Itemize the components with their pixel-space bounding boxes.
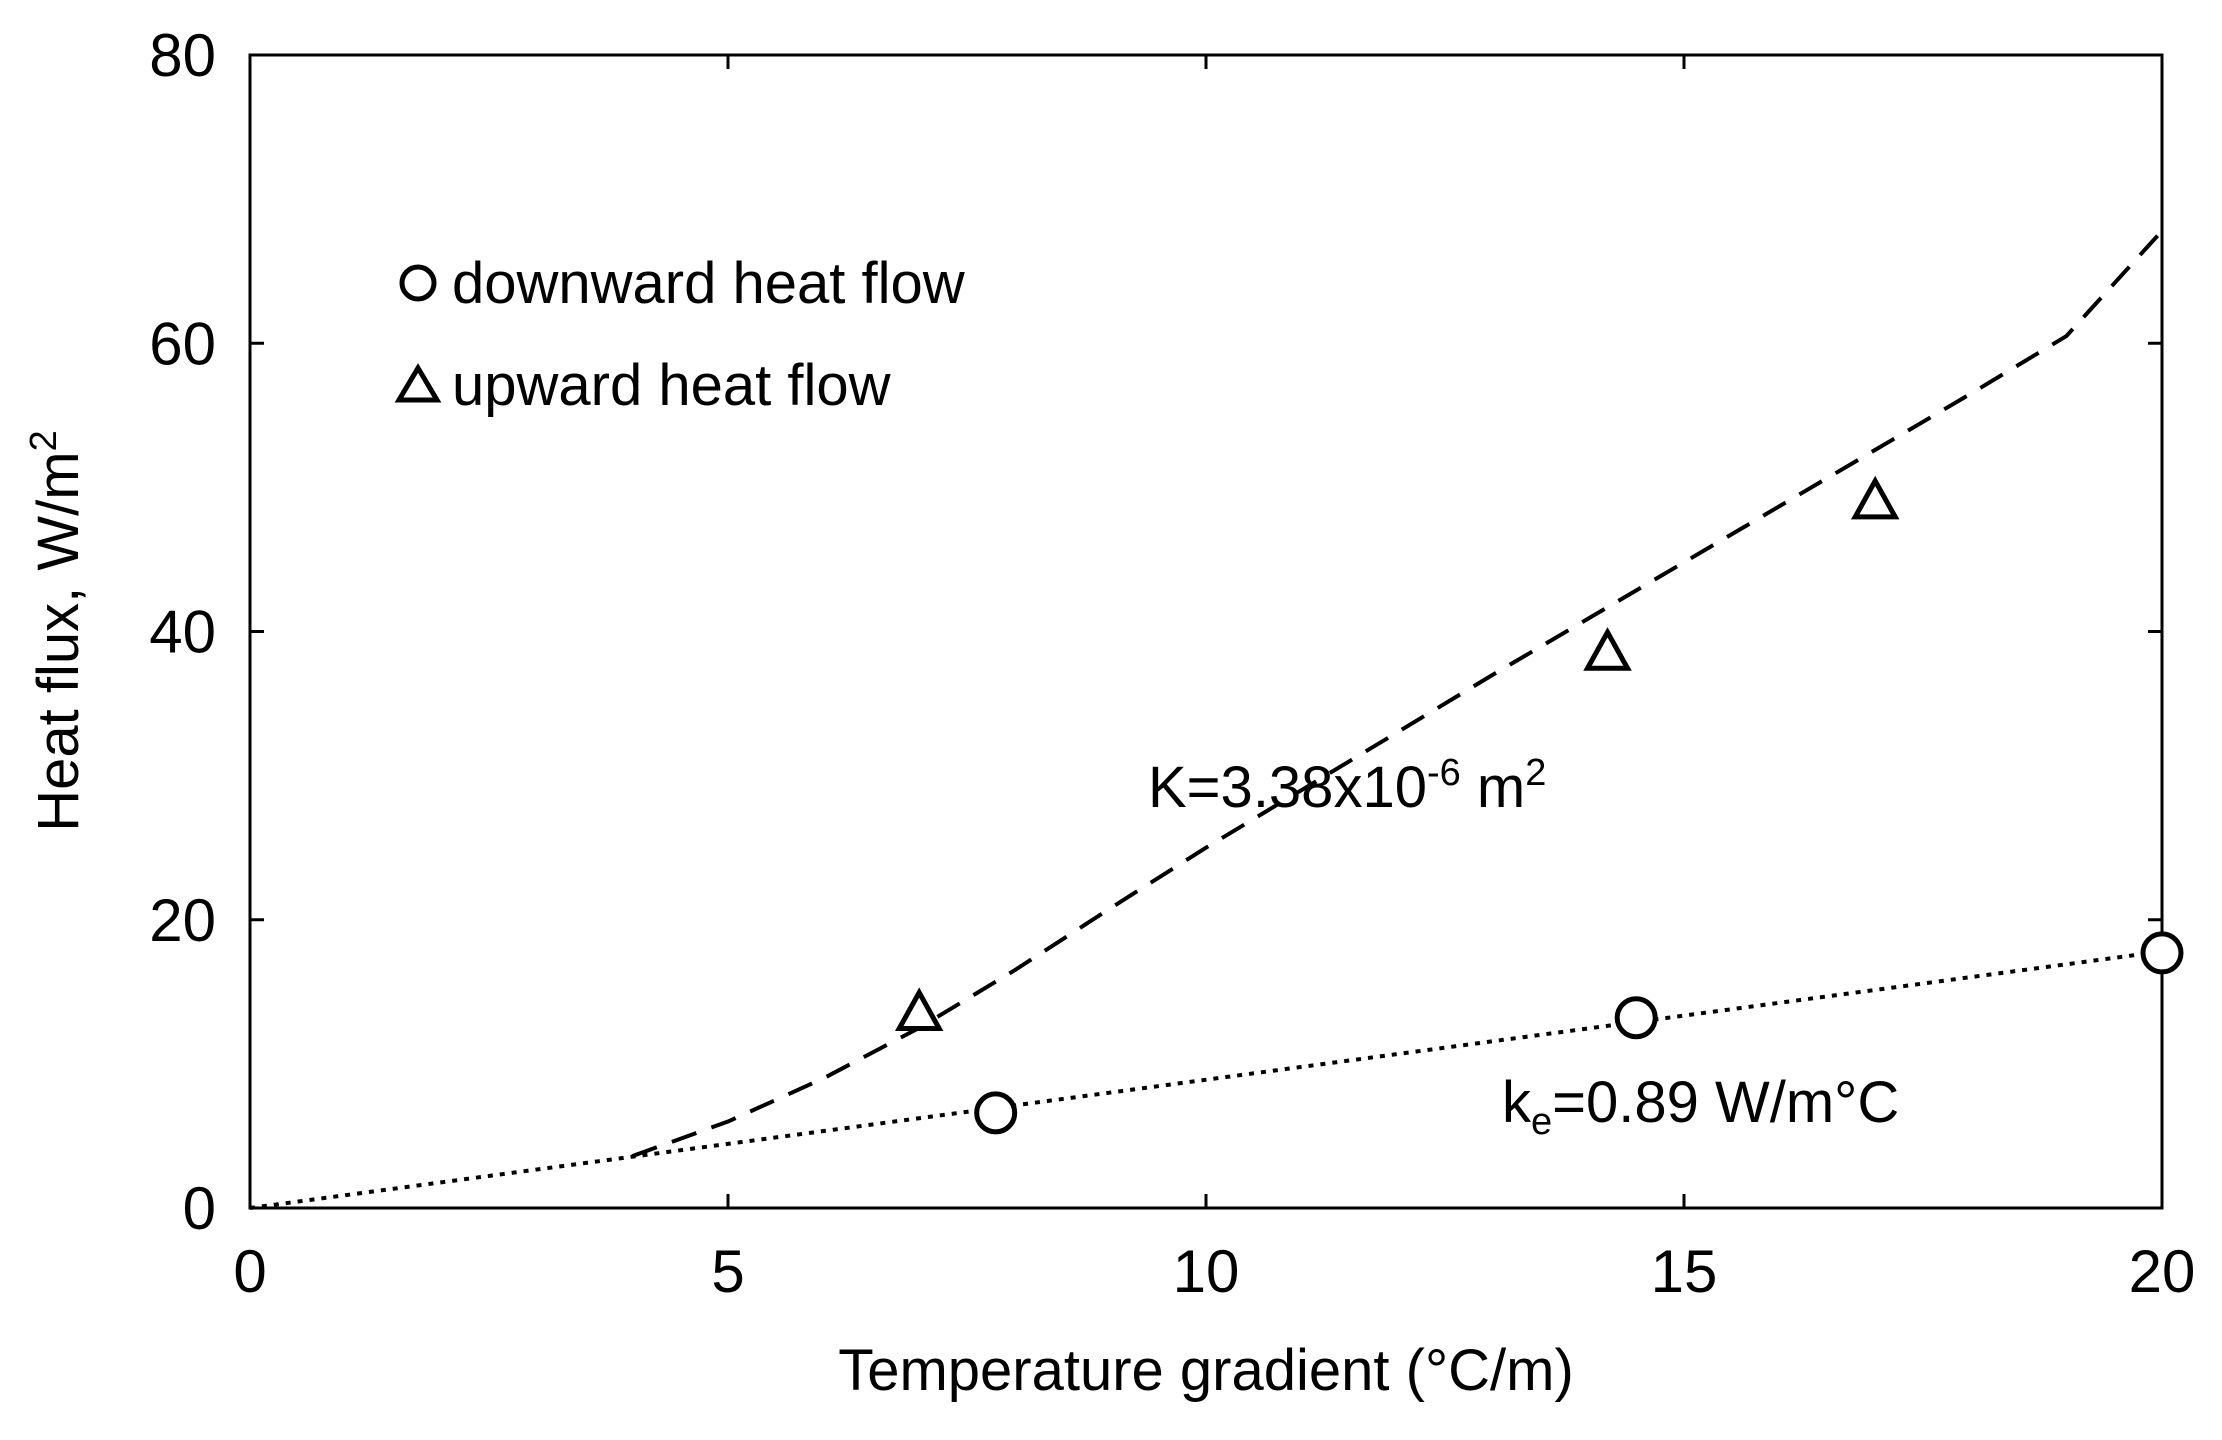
fit-lines-layer <box>249 229 2164 1210</box>
y-tick-label: 20 <box>149 887 216 954</box>
legend: downward heat flow upward heat flow <box>394 251 966 418</box>
downward-data-point <box>974 1091 1018 1135</box>
permeability-exponent: -6 <box>1427 752 1461 794</box>
y-axis-title: Heat flux, W/m2 <box>23 430 91 831</box>
conductivity-prefix: k <box>1502 1070 1532 1135</box>
legend-triangle-marker <box>394 363 442 403</box>
y-tick-label: 40 <box>149 599 216 666</box>
upward-data-point <box>1583 627 1632 671</box>
x-tick-label: 10 <box>1173 1238 1240 1305</box>
plot-frame <box>248 53 2164 1210</box>
downward-data-point <box>1614 996 1658 1040</box>
permeability-annotation: K=3.38x10-6 m2 <box>1148 752 1546 820</box>
permeability-prefix: K=3.38x10 <box>1148 755 1427 820</box>
conductivity-subscript: e <box>1531 1101 1552 1143</box>
legend-circle-marker <box>399 264 437 302</box>
x-axis-title: Temperature gradient (°C/m) <box>838 1338 1574 1403</box>
x-tick-label: 20 <box>2129 1238 2196 1305</box>
data-marks-layer <box>894 475 2184 1135</box>
y-axis-title-sup: 2 <box>23 430 65 451</box>
y-tick-label: 0 <box>183 1175 216 1242</box>
legend-label-downward: downward heat flow <box>452 251 966 316</box>
ticks-layer: 0 5 10 15 20 0 20 40 60 80 <box>149 22 2195 1305</box>
y-tick-label: 80 <box>149 22 216 89</box>
permeability-unit-exponent: 2 <box>1525 752 1546 794</box>
permeability-mid: m <box>1461 755 1525 820</box>
x-tick-label: 15 <box>1651 1238 1718 1305</box>
upward-data-point <box>1850 475 1900 520</box>
legend-label-upward: upward heat flow <box>452 353 892 418</box>
conductivity-annotation: ke=0.89 W/m°C <box>1502 1070 1899 1143</box>
y-tick-label: 60 <box>149 310 216 377</box>
x-tick-label: 5 <box>711 1238 744 1305</box>
upward-data-point <box>894 987 944 1032</box>
conductivity-fit-line <box>249 949 2163 1210</box>
x-tick-label: 0 <box>233 1238 266 1305</box>
conductivity-suffix: =0.89 W/m°C <box>1552 1070 1899 1135</box>
downward-data-point <box>2140 931 2184 975</box>
y-axis-title-main: Heat flux, W/m <box>26 451 91 831</box>
